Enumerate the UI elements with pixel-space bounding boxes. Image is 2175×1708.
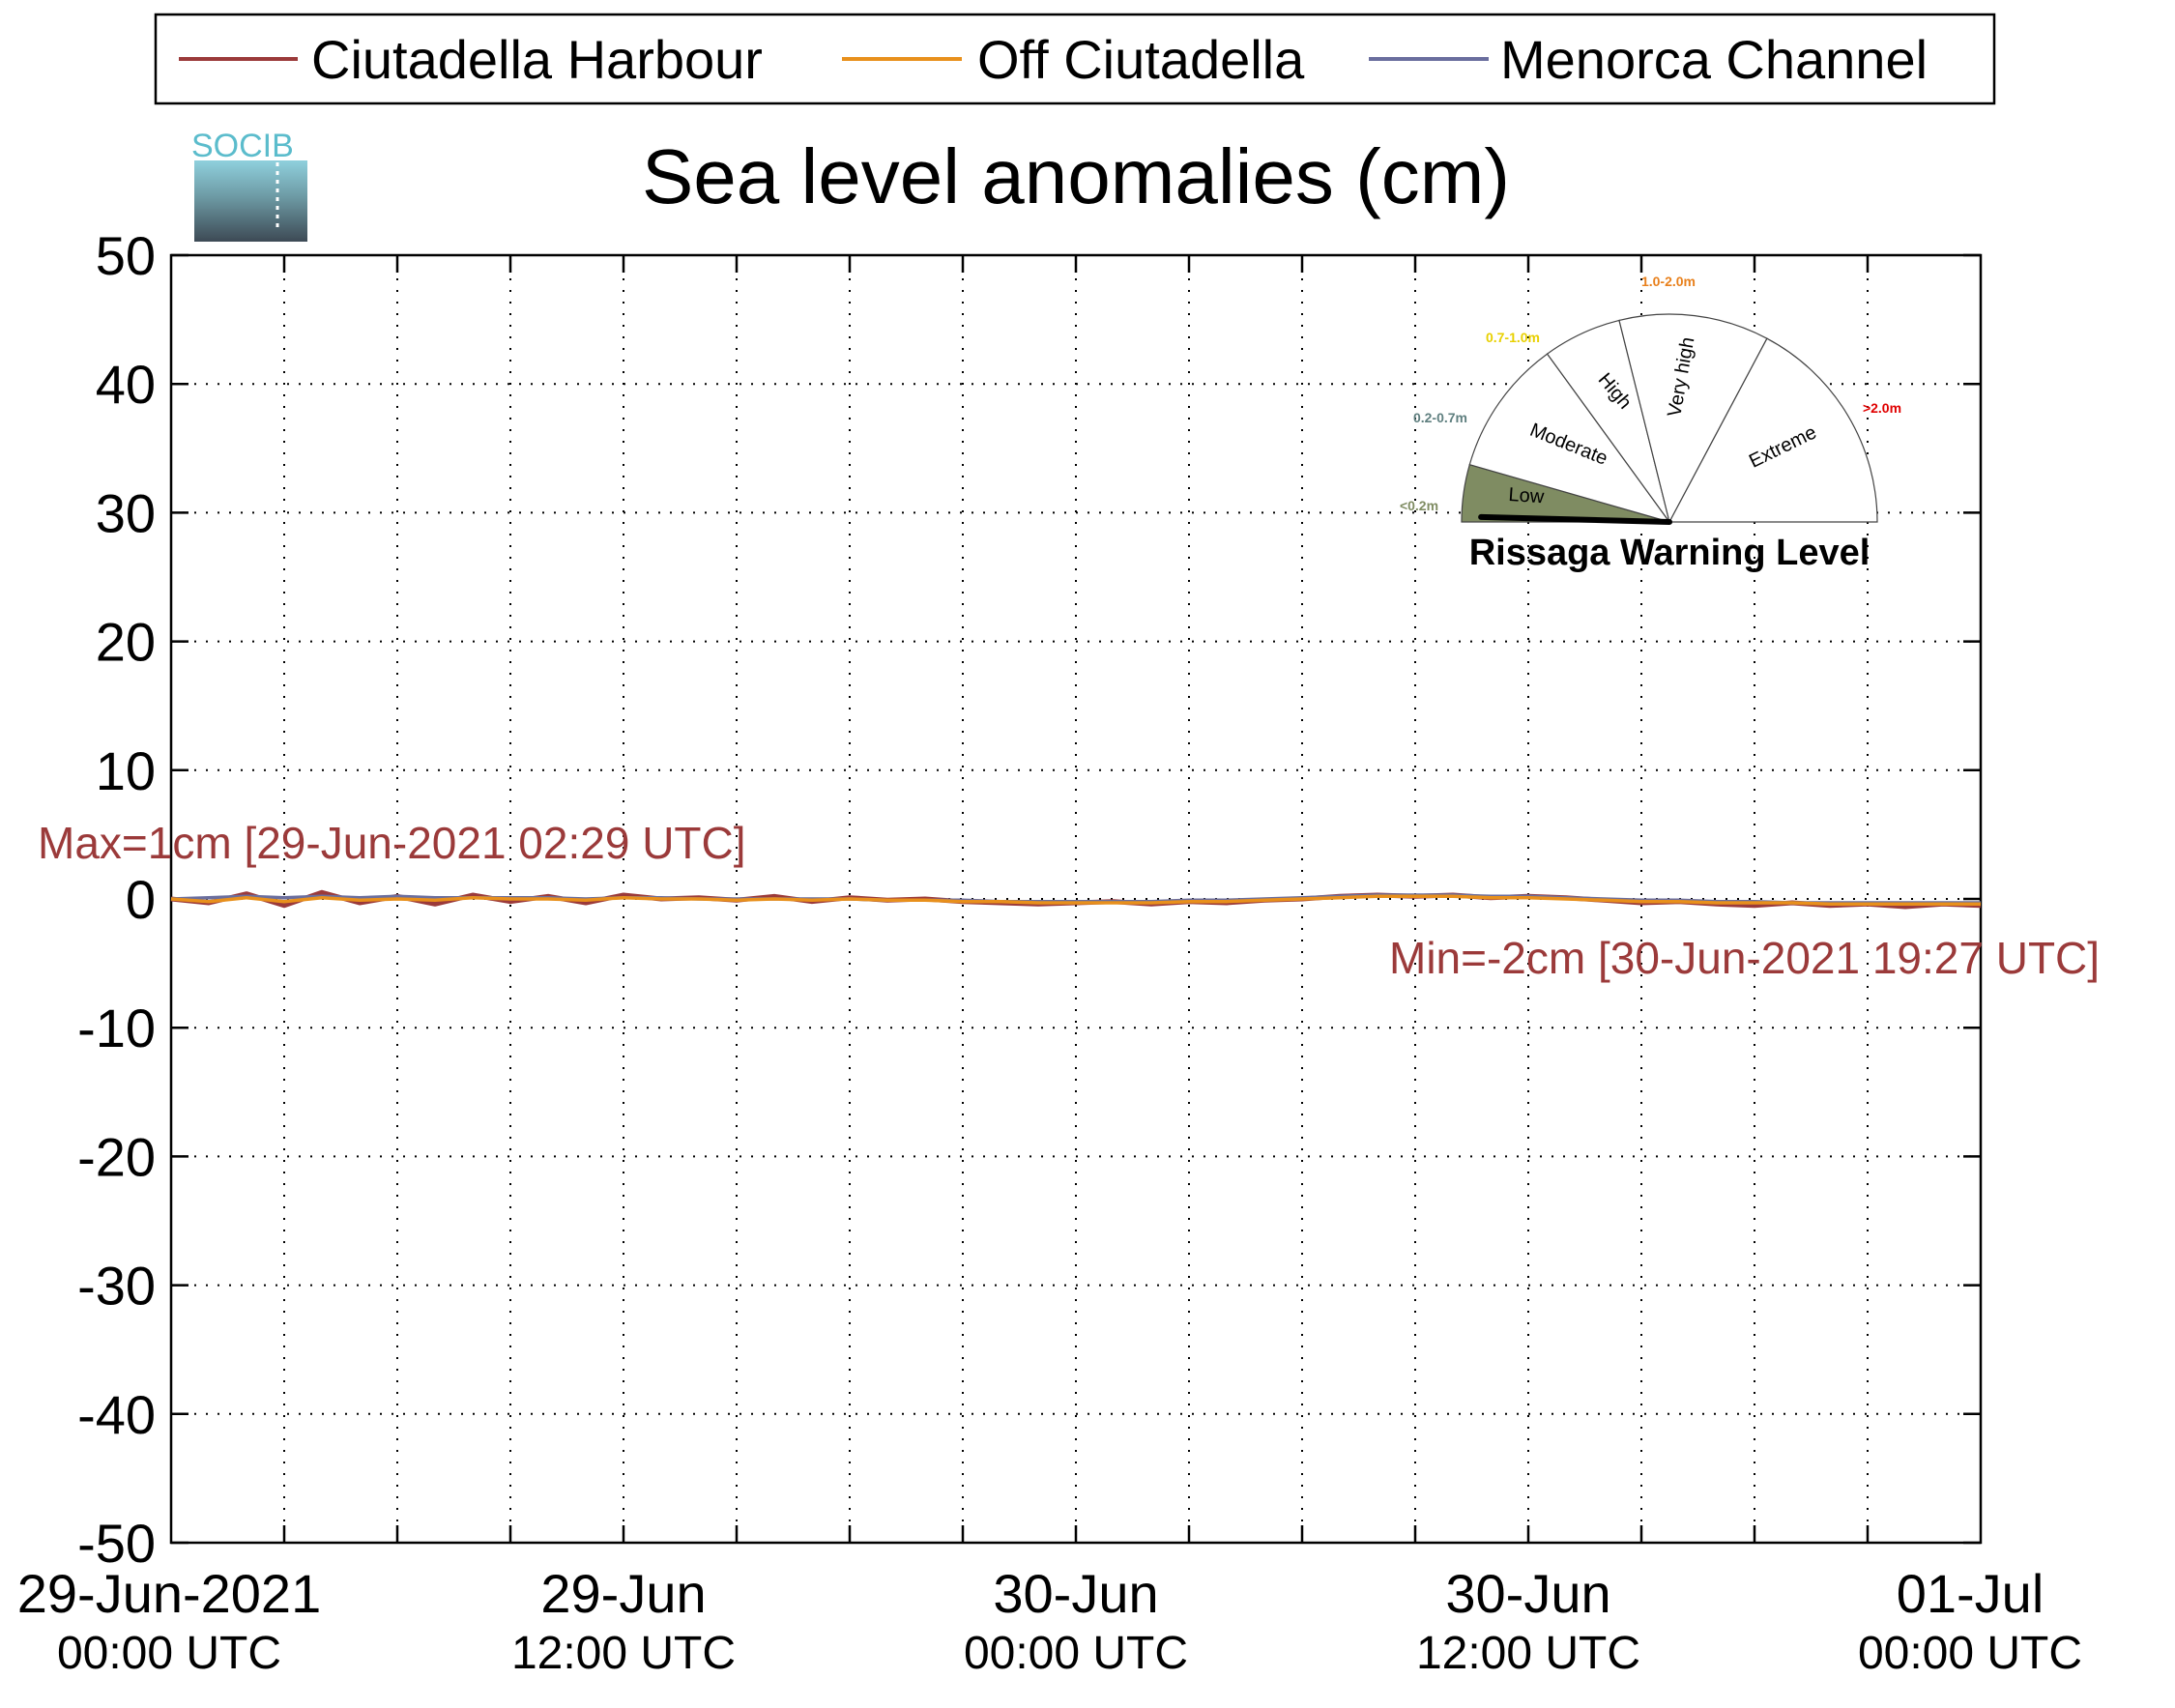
gauge-range-label: 0.7-1.0m: [1486, 330, 1540, 345]
x-tick-label: 30-Jun: [1445, 1563, 1610, 1624]
socib-logo: SOCIB: [191, 128, 307, 242]
gauge-range-label: 0.2-0.7m: [1413, 410, 1467, 425]
y-tick-label: -10: [77, 998, 156, 1058]
y-tick-label: -50: [77, 1513, 156, 1574]
series-line-off-ciutadella: [170, 894, 1981, 907]
gauge-sector-very-high: [1618, 313, 1768, 524]
y-axis: 50 40 30 20 10 0 -10 -20 -30 -40 -50: [77, 225, 1981, 1574]
x-tick-sublabel: 00:00 UTC: [964, 1628, 1188, 1679]
y-tick-label: 30: [96, 482, 156, 543]
y-tick-label: -40: [77, 1384, 156, 1445]
legend-label-off-ciutadella: Off Ciutadella: [977, 29, 1305, 90]
legend: Ciutadella Harbour Off Ciutadella Menorc…: [154, 13, 1996, 105]
logo-text: SOCIB: [191, 128, 294, 164]
x-tick-label: 01-Jul: [1897, 1563, 2044, 1624]
min-annotation: Min=-2cm [30-Jun-2021 19:27 UTC]: [1389, 933, 2100, 983]
x-tick-label: 29-Jun-2021: [17, 1563, 321, 1624]
x-tick-label: 29-Jun: [540, 1563, 706, 1624]
series-lines: [170, 889, 1982, 910]
y-tick-label: -30: [77, 1256, 156, 1317]
gauge-sector-extreme: [1668, 337, 1878, 523]
y-tick-label: 10: [96, 740, 156, 801]
x-tick-sublabel: 00:00 UTC: [1858, 1628, 2082, 1679]
x-tick-sublabel: 00:00 UTC: [57, 1628, 281, 1679]
x-tick-sublabel: 12:00 UTC: [1416, 1628, 1640, 1679]
chart-title: Sea level anomalies (cm): [642, 133, 1510, 219]
gauge-needle: [1478, 513, 1672, 525]
y-tick-label: -20: [77, 1126, 156, 1187]
y-tick-label: 50: [96, 225, 156, 286]
gauge-sector-label: Low: [1508, 484, 1546, 508]
legend-label-ciutadella-harbour: Ciutadella Harbour: [311, 29, 763, 90]
legend-label-menorca-channel: Menorca Channel: [1500, 29, 1928, 90]
y-tick-label: 20: [96, 612, 156, 673]
y-tick-label: 0: [126, 869, 156, 930]
gauge-range-label: <0.2m: [1400, 498, 1438, 513]
x-tick-label: 30-Jun: [993, 1563, 1158, 1624]
gauge-range-label: 1.0-2.0m: [1641, 274, 1696, 289]
max-annotation: Max=1cm [29-Jun-2021 02:29 UTC]: [38, 818, 746, 868]
y-tick-label: 40: [96, 354, 156, 415]
gauge-title: Rissaga Warning Level: [1469, 533, 1870, 573]
x-tick-sublabel: 12:00 UTC: [511, 1628, 736, 1679]
gauge-sector-moderate: [1468, 353, 1671, 524]
gauge-range-label: >2.0m: [1863, 400, 1901, 416]
